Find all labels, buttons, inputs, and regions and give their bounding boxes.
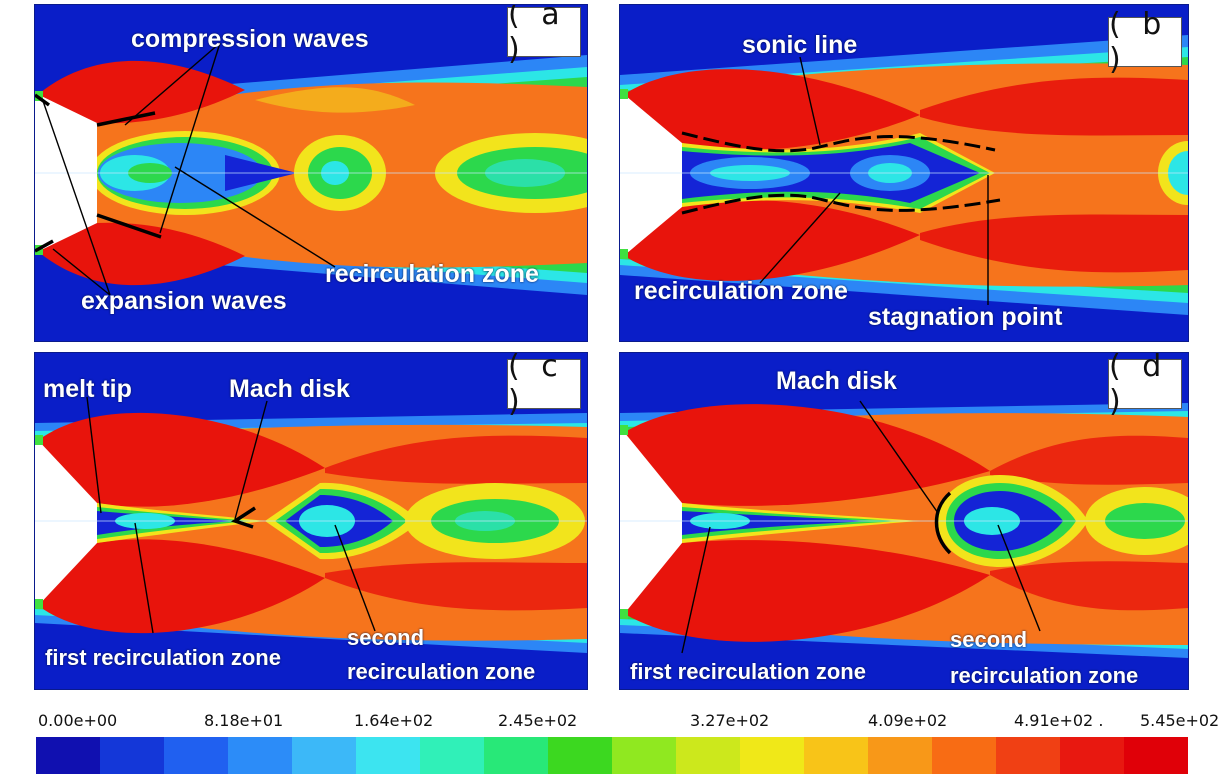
label-sonic-line: sonic line [742, 31, 858, 59]
label-mach-disk: Mach disk [776, 367, 897, 395]
colorbar-swatch [1060, 737, 1124, 774]
label-compression-waves: compression waves [131, 25, 369, 53]
colorbar-swatch [164, 737, 228, 774]
label-expansion-waves: expansion waves [81, 287, 287, 315]
panel-d: ( d ) Mach disk first recirculation zone… [619, 352, 1189, 690]
panel-d-tag: ( d ) [1108, 353, 1182, 419]
colorbar-swatch [420, 737, 484, 774]
colorbar-swatch [292, 737, 356, 774]
colorbar-swatch [548, 737, 612, 774]
panel-c-tag: ( c ) [507, 353, 581, 419]
label-mach-disk: Mach disk [229, 375, 350, 403]
colorbar-swatch [804, 737, 868, 774]
panel-a-contour [35, 5, 587, 341]
colorbar-swatch [868, 737, 932, 774]
colorbar [36, 737, 1188, 774]
colorbar-tick: 1.64e+02 [354, 711, 434, 730]
colorbar-swatch [932, 737, 996, 774]
colorbar-swatch [36, 737, 100, 774]
colorbar-tick: 4.91e+02 . [1014, 711, 1104, 730]
panel-c: ( c ) melt tip Mach disk first recircula… [34, 352, 588, 690]
panel-c-contour [35, 353, 587, 689]
label-first-recirculation-zone: first recirculation zone [45, 645, 281, 670]
colorbar-swatch [228, 737, 292, 774]
label-recirculation-zone: recirculation zone [634, 277, 848, 305]
panel-a-tag: ( a ) [507, 5, 581, 67]
colorbar-swatch [996, 737, 1060, 774]
colorbar-swatch [484, 737, 548, 774]
panel-a: ( a ) compression waves recirculation zo… [34, 4, 588, 342]
panel-b-tag: ( b ) [1108, 7, 1182, 77]
colorbar-swatch [356, 737, 420, 774]
panel-b: ( b ) sonic line recirculation zone stag… [619, 4, 1189, 342]
colorbar-tick: 2.45e+02 [498, 711, 578, 730]
colorbar-tick: 3.27e+02 [690, 711, 770, 730]
label-second-line1: second [950, 627, 1028, 652]
colorbar-swatch [100, 737, 164, 774]
label-first-recirculation-zone: first recirculation zone [630, 659, 866, 684]
label-recirculation-zone: recirculation zone [325, 260, 539, 288]
colorbar-tick: 5.45e+02 [1140, 711, 1220, 730]
panel-d-contour [620, 353, 1188, 689]
colorbar-swatch [612, 737, 676, 774]
colorbar-swatch [740, 737, 804, 774]
panel-b-contour [620, 5, 1188, 341]
colorbar-tick: 8.18e+01 [204, 711, 284, 730]
label-second-line2: recirculation zone [347, 659, 536, 684]
colorbar-tick: 0.00e+00 [38, 711, 118, 730]
label-second-line1: second [347, 625, 425, 650]
label-melt-tip: melt tip [43, 375, 132, 403]
label-stagnation-point: stagnation point [868, 303, 1063, 331]
colorbar-swatch [676, 737, 740, 774]
label-second-line2: recirculation zone [950, 663, 1139, 688]
colorbar-swatch [1124, 737, 1188, 774]
colorbar-tick: 4.09e+02 [868, 711, 948, 730]
